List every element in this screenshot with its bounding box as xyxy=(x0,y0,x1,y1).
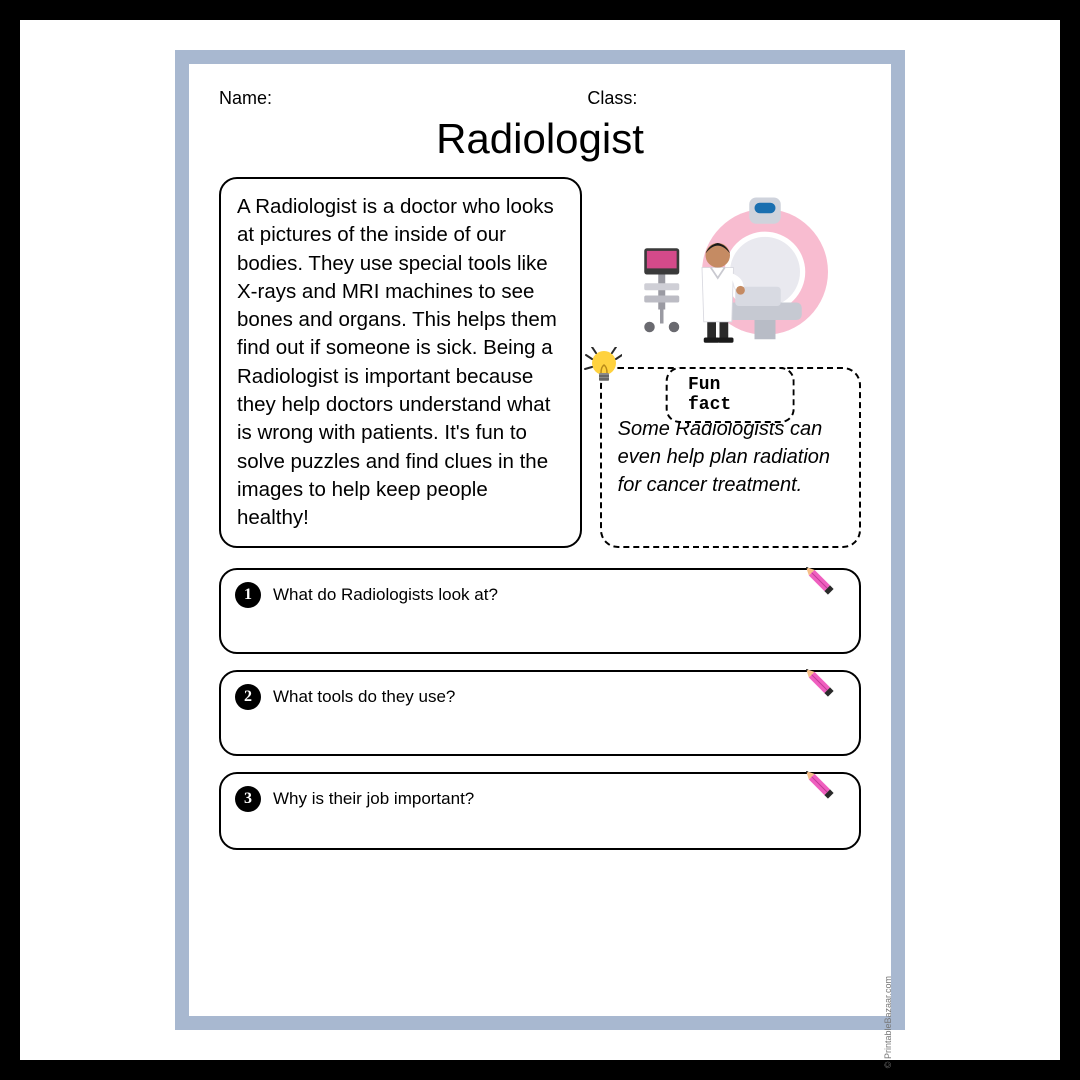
question-text: What tools do they use? xyxy=(273,687,455,707)
copyright: © PrintableBazaar.com xyxy=(883,976,893,1068)
content-row: A Radiologist is a doctor who looks at p… xyxy=(219,177,861,548)
question-number: 3 xyxy=(235,786,261,812)
name-field[interactable]: Name: xyxy=(219,88,547,109)
question-box[interactable]: 2 What tools do they use? xyxy=(219,670,861,756)
funfact-title: Fun fact xyxy=(666,367,795,423)
pencil-icon xyxy=(801,562,845,606)
question-number: 1 xyxy=(235,582,261,608)
question-text: Why is their job important? xyxy=(273,789,474,809)
worksheet-page: Name: Class: Radiologist A Radiologist i… xyxy=(189,64,891,1016)
funfact-text: Some Radiologists can even help plan rad… xyxy=(618,415,843,499)
pencil-icon xyxy=(801,766,845,810)
class-field[interactable]: Class: xyxy=(587,88,861,109)
questions: 1 What do Radiologists look at? xyxy=(219,568,861,850)
page-title: Radiologist xyxy=(219,115,861,163)
right-column: Fun fact Some Radiologists can even help… xyxy=(600,177,861,548)
canvas: Name: Class: Radiologist A Radiologist i… xyxy=(20,20,1060,1060)
header-row: Name: Class: xyxy=(219,88,861,109)
worksheet-frame: Name: Class: Radiologist A Radiologist i… xyxy=(175,50,905,1030)
description-box: A Radiologist is a doctor who looks at p… xyxy=(219,177,582,548)
question-text: What do Radiologists look at? xyxy=(273,585,498,605)
question-number: 2 xyxy=(235,684,261,710)
lightbulb-icon xyxy=(582,347,622,387)
question-box[interactable]: 1 What do Radiologists look at? xyxy=(219,568,861,654)
pencil-icon xyxy=(801,664,845,708)
radiologist-illustration xyxy=(600,177,861,357)
funfact-box: Fun fact Some Radiologists can even help… xyxy=(600,367,861,548)
question-box[interactable]: 3 Why is their job important? xyxy=(219,772,861,850)
